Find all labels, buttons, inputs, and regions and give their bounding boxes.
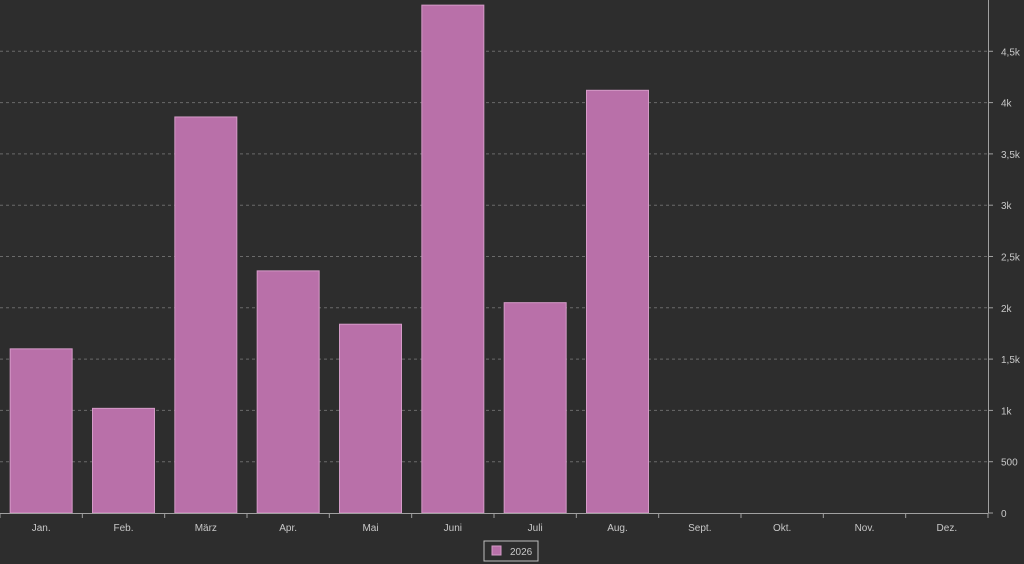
x-tick-label: Feb.: [113, 523, 133, 534]
bar[interactable]: [421, 4, 485, 514]
bar[interactable]: [92, 407, 155, 514]
x-tick-label: Mai: [362, 523, 378, 534]
y-tick-label: 1,5k: [1001, 355, 1021, 366]
legend[interactable]: 2026: [483, 540, 539, 562]
x-tick-label: Apr.: [279, 523, 297, 534]
bar[interactable]: [503, 302, 567, 514]
legend-box: [483, 540, 539, 562]
y-tick-label: 4,5k: [1001, 47, 1021, 58]
x-tick-label: Juni: [444, 523, 462, 534]
x-tick-label: Okt.: [773, 523, 791, 534]
y-tick-label: 2,5k: [1001, 253, 1021, 264]
y-tick-label: 500: [1001, 458, 1018, 469]
bar[interactable]: [339, 323, 402, 514]
x-tick-label: Dez.: [937, 523, 958, 534]
x-tick-label: Aug.: [607, 523, 628, 534]
y-tick-label: 3,5k: [1001, 150, 1021, 161]
bar[interactable]: [174, 116, 238, 514]
bars: [9, 4, 649, 514]
axes: 0 500 1k 1,5k 2k 2,5k 3k 3,5k 4k 4,5k Jan. Feb. März…: [0, 0, 1021, 534]
x-tick-label: Nov.: [855, 523, 875, 534]
y-tick-label: 1k: [1001, 406, 1013, 417]
bar[interactable]: [256, 270, 320, 514]
y-tick-label: 3k: [1001, 201, 1013, 212]
legend-label[interactable]: 2026: [510, 547, 533, 558]
y-tick-label: 0: [1001, 509, 1007, 520]
grid-lines: [0, 50, 988, 463]
x-tick-label: März: [195, 523, 217, 534]
y-tick-label: 4k: [1001, 99, 1013, 110]
x-tick-label: Juli: [528, 523, 543, 534]
x-tick-label: Sept.: [688, 523, 711, 534]
bar[interactable]: [9, 348, 73, 514]
y-tick-label: 2k: [1001, 304, 1013, 315]
x-tick-label: Jan.: [32, 523, 51, 534]
legend-swatch[interactable]: [491, 545, 502, 556]
bar[interactable]: [586, 89, 649, 514]
